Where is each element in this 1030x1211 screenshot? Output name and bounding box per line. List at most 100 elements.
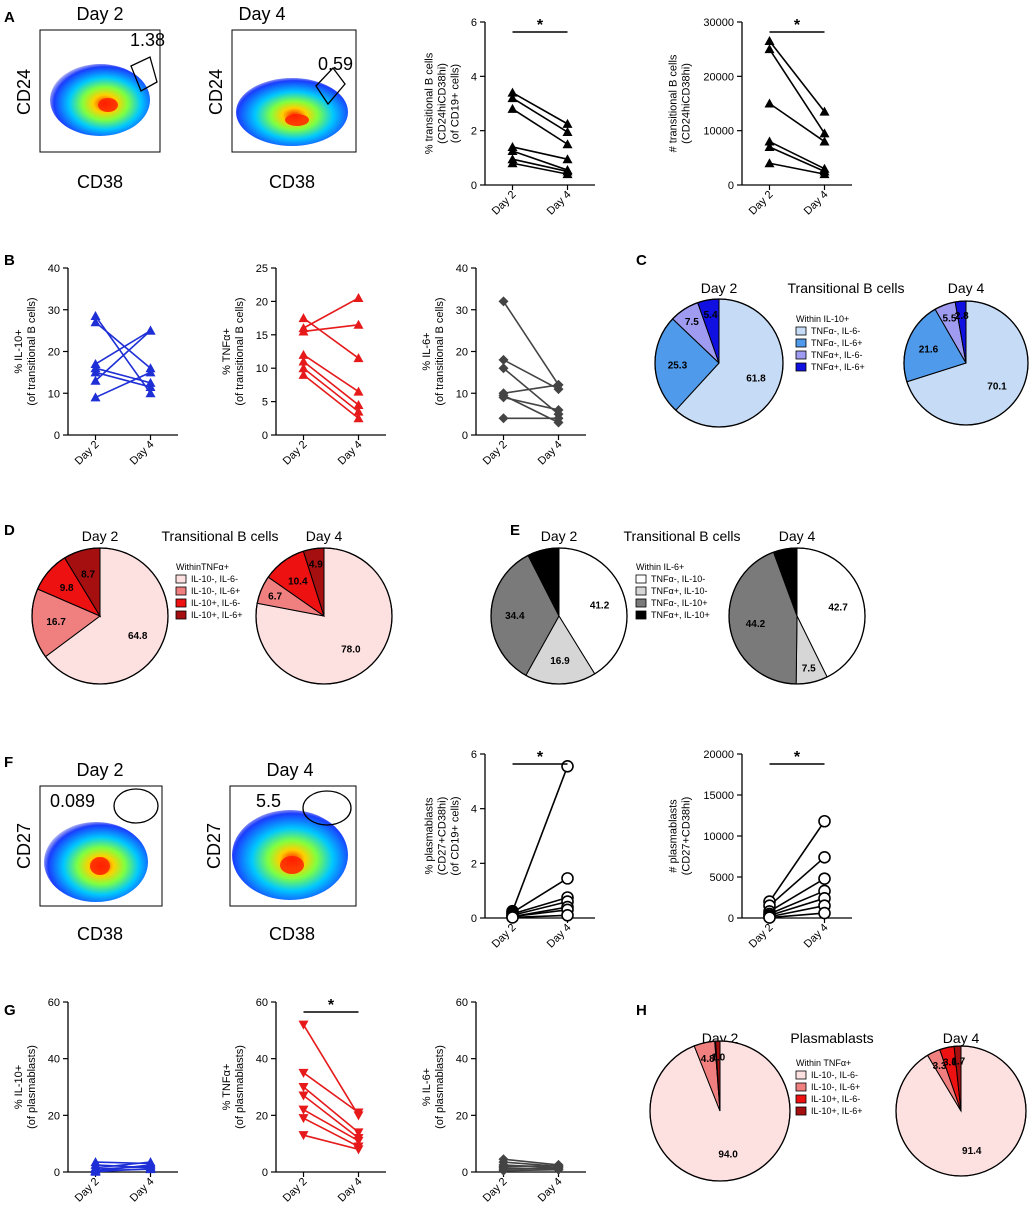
y-tick-label: 10000 [703,126,734,138]
y-tick-label: 20 [48,1110,60,1122]
y-tick-label: 0 [471,180,477,192]
panel-label-d: D [4,522,15,539]
legend-label: TNFα-, IL-6+ [811,338,862,348]
x-tick-label: Day 2 [281,439,310,468]
pie-outline [654,298,784,428]
pie-value-label: 4.9 [309,560,323,571]
pie-title: Day 4 [306,528,343,544]
pair-line [95,1164,151,1172]
pie-value-label: 5.4 [704,310,718,321]
data-point [507,146,518,156]
flow-ylabel: CD27 [204,823,224,869]
y-tick-label: 40 [256,1054,268,1066]
legend-swatch [795,1106,807,1116]
x-tick-label: Day 2 [747,189,776,218]
x-tick-label: Day 2 [490,189,519,218]
pie-value-label: 42.7 [828,602,848,613]
pie-value-label: 61.8 [746,373,766,384]
data-point [298,369,309,379]
data-point [553,379,564,390]
scatter-chart-b-tnf: 0 5 10 15 20 25 Day 2 Day 4 % TNFα+ (of transitio… [221,263,386,467]
legend-label: TNFα+, IL-10- [651,586,707,596]
flow-plot-a-day4: Day 4 0.59 CD38 CD24 [206,4,357,192]
y-axis-label: % plasmablasts [424,797,436,875]
pie-value-label: 7.5 [802,664,816,675]
pie-value-label: 16.9 [550,656,570,667]
y-tick-label: 60 [256,997,268,1009]
data-point [353,1108,364,1118]
pie-value-label: 1.7 [951,1056,965,1067]
pair-line [511,766,569,912]
flow-density-cloud [236,78,348,146]
legend-swatch [635,574,647,584]
data-point [298,1105,309,1115]
pair-line [769,877,825,913]
legend-label: TNFα-, IL-10- [651,574,705,584]
legend-label: IL-10-, IL-6+ [191,586,240,596]
pie-legend: Within IL-10+ TNFα-, IL-6- TNFα-, IL-6+ TNF… [795,314,865,372]
pair-line [512,914,568,919]
pie-chart-c-day2: Day 2 61.8 25.3 7.5 5.4 Within IL-10+ TNFα-, I… [654,280,865,428]
pie-title: Day 2 [82,528,119,544]
data-point [764,136,775,146]
data-point [145,1163,156,1173]
y-tick-label: 0 [462,1167,468,1179]
legend-title: Within TNFα+ [796,1058,851,1068]
legend-swatch [795,326,807,336]
y-tick-label: 4 [471,804,477,816]
pair-line [95,371,151,399]
legend-swatch [795,1094,807,1104]
y-tick-label: 10 [256,363,268,375]
data-point [498,1165,509,1176]
significance-star: * [328,997,335,1014]
pair-line [512,909,568,918]
legend-swatch [635,610,647,620]
pie-value-label: 4.8 [701,1054,715,1065]
data-point [764,158,775,168]
data-point [507,87,518,97]
pair-line [94,321,152,369]
y-tick-label: 15000 [703,790,734,802]
pie-chart-e-day2: Day 2 41.2 16.9 34.4 7.5 Within IL-6+ TNFα-, I… [490,528,710,685]
y-tick-label: 20 [256,296,268,308]
pie-value-label: 6.7 [268,591,282,602]
pair-line [512,108,568,145]
pair-line [95,1167,151,1173]
legend-swatch [795,350,807,360]
data-point [763,911,776,924]
y-tick-label: 0 [462,430,468,442]
y-tick-label: 20 [456,347,468,359]
pie-chart-c-day4: Day 4 70.1 21.6 5.52.8 [903,280,1029,426]
y-tick-label: 40 [48,1054,60,1066]
y-axis-label: # transitional B cells [668,54,680,152]
pair-line [302,1086,360,1133]
y-tick-label: 20 [48,347,60,359]
legend-label: TNFα+, IL-10+ [651,610,710,620]
data-point [553,1164,564,1175]
legend-label: IL-10-, IL-6- [811,1070,858,1080]
pair-line [769,912,825,919]
pair-line [503,1166,559,1170]
pie-group-title-d: Transitional B cells [162,528,279,544]
scatter-chart-g-tnf: 0 20 40 60 Day 2 Day 4 % TNFα+ (of plasmablasts… [221,997,386,1204]
scatter-chart-g-il6: 0 20 40 60 Day 2 Day 4 % IL-6+ (of plasmablasts… [421,997,586,1204]
y-tick-label: 10000 [703,831,734,843]
legend-label: IL-10+, IL-6- [191,598,240,608]
data-point [562,169,573,179]
y-tick-label: 5000 [710,872,734,884]
scatter-chart-a-pct: 0 2 4 6 Day 2 Day 4 % transitional B cells (CD2… [424,17,595,218]
y-tick-label: 20000 [703,71,734,83]
pie-chart-d-day4: Day 4 78.0 6.7 10.44.9 [255,528,393,685]
pie-legend: WithinTNFα+ IL-10-, IL-6- IL-10-, IL-6+ IL-… [175,562,243,620]
data-point [818,851,831,864]
pie-chart-d-day2: Day 2 64.8 16.7 9.8 8.7 WithinTNFα+ IL-10-, IL… [31,528,243,685]
pie-value-label: 10.4 [288,576,308,587]
data-point [498,392,509,403]
flow-xlabel: CD38 [269,172,315,192]
flow-density-core [280,856,304,874]
pie-title: Day 4 [948,280,985,296]
y-tick-label: 4 [471,71,477,83]
y-tick-label: 6 [471,749,477,761]
legend-label: TNFα-, IL-10+ [651,598,707,608]
